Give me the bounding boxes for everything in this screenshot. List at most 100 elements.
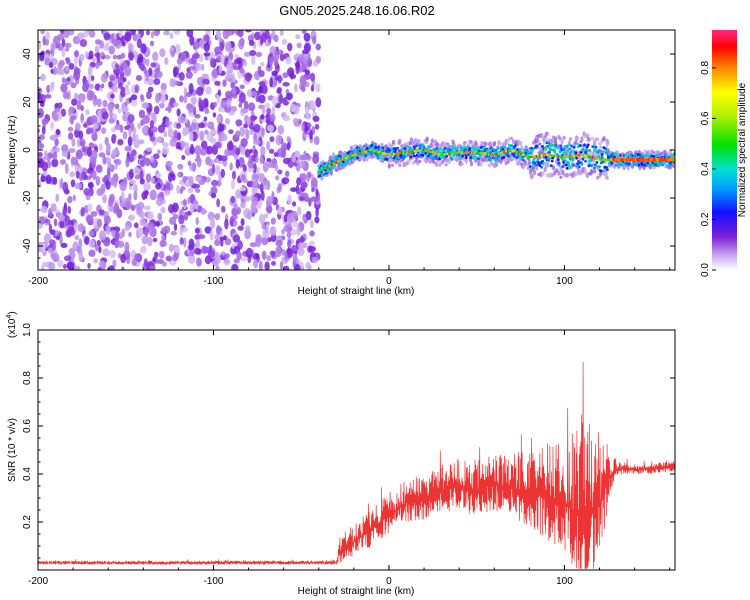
noise-blob — [76, 138, 81, 148]
noise-blob — [131, 258, 137, 266]
track-cell — [364, 153, 368, 157]
track-cell — [363, 144, 366, 148]
track-cell — [566, 149, 570, 153]
noise-blob — [301, 123, 305, 132]
noise-blob — [86, 30, 92, 35]
noise-blob — [303, 32, 311, 42]
track-cell — [547, 141, 551, 145]
noise-blob — [92, 57, 96, 63]
track-cell — [320, 163, 324, 167]
noise-blob — [296, 42, 302, 49]
spectrogram-xlabel: Height of straight line (km) — [298, 286, 415, 297]
noise-blob — [54, 230, 60, 237]
noise-blob — [212, 112, 217, 118]
noise-blob — [211, 68, 219, 79]
noise-blob — [124, 145, 132, 152]
track-cell — [632, 155, 636, 159]
noise-blob — [48, 62, 54, 68]
track-cell — [561, 165, 565, 169]
noise-blob — [284, 251, 288, 262]
noise-blob — [226, 63, 231, 71]
noise-blob — [133, 190, 138, 201]
noise-blob — [38, 151, 43, 158]
noise-blob — [133, 253, 141, 261]
noise-blob — [38, 91, 41, 100]
track-halo — [414, 138, 418, 142]
noise-blob — [84, 51, 89, 59]
noise-blob — [258, 260, 263, 270]
noise-blob — [309, 130, 313, 140]
noise-blob — [160, 192, 164, 198]
noise-blob — [115, 206, 120, 213]
noise-blob — [281, 229, 285, 235]
noise-blob — [286, 136, 291, 143]
noise-blob — [249, 49, 257, 57]
noise-blob — [266, 222, 270, 231]
track-cell — [556, 146, 559, 150]
track-cell — [614, 164, 618, 167]
track-cell — [417, 154, 421, 158]
noise-blob — [136, 33, 141, 39]
noise-blob — [300, 181, 308, 189]
noise-blob — [173, 68, 177, 78]
track-halo — [593, 169, 597, 174]
noise-blob — [201, 63, 205, 71]
track-halo — [589, 168, 594, 174]
noise-blob — [199, 53, 204, 63]
noise-blob — [63, 255, 72, 262]
noise-blob — [285, 178, 289, 184]
track-halo — [626, 165, 630, 171]
noise-blob — [172, 102, 179, 107]
noise-blob — [238, 157, 245, 168]
track-halo — [552, 165, 556, 171]
noise-blob — [225, 90, 233, 99]
track-cell — [405, 154, 408, 158]
noise-blob — [172, 202, 179, 213]
noise-blob — [211, 179, 219, 187]
snr-ytick-label: 0.2 — [22, 515, 33, 529]
track-halo — [596, 175, 600, 180]
noise-blob — [65, 47, 70, 52]
noise-blob — [120, 253, 126, 264]
track-cell — [613, 155, 616, 159]
noise-blob — [202, 78, 210, 85]
track-cell — [655, 154, 658, 157]
track-halo — [519, 140, 523, 147]
noise-blob — [214, 80, 221, 86]
noise-blob — [243, 123, 249, 129]
noise-blob — [62, 181, 69, 193]
track-cell — [403, 147, 407, 150]
track-cell — [590, 158, 593, 162]
noise-blob — [253, 258, 259, 269]
noise-blob — [87, 262, 91, 269]
noise-blob — [254, 73, 260, 78]
noise-blob — [182, 227, 189, 233]
track-cell — [538, 164, 542, 168]
track-halo — [590, 136, 595, 140]
track-cell — [463, 148, 467, 151]
noise-blob — [117, 108, 122, 114]
noise-blob — [122, 106, 129, 113]
noise-blob — [301, 192, 309, 198]
noise-blob — [247, 167, 255, 173]
noise-blob — [248, 39, 255, 47]
noise-blob — [298, 53, 305, 63]
noise-blob — [60, 108, 66, 117]
noise-blob — [81, 146, 87, 153]
noise-blob — [41, 126, 46, 135]
noise-blob — [278, 94, 284, 105]
noise-blob — [199, 130, 205, 142]
track-cell — [422, 145, 426, 149]
noise-blob — [185, 70, 193, 79]
noise-blob — [210, 192, 217, 199]
track-cell — [548, 157, 551, 161]
track-cell — [652, 155, 656, 158]
noise-blob — [216, 94, 220, 104]
noise-blob — [207, 121, 215, 129]
noise-blob — [195, 238, 200, 250]
track-cell — [406, 145, 409, 148]
noise-blob — [136, 38, 142, 49]
noise-blob — [187, 187, 194, 194]
track-cell — [510, 144, 514, 148]
